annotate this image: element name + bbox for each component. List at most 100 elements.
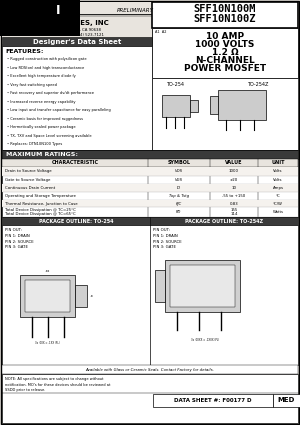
Text: • Ceramic basis for improved ruggedness: • Ceramic basis for improved ruggedness (7, 116, 83, 121)
Text: • Excellent high temperature diode fy: • Excellent high temperature diode fy (7, 74, 76, 78)
Text: 3x .0XX = .1XX (PL): 3x .0XX = .1XX (PL) (34, 341, 59, 345)
Text: Thermal Resistance, Junction to Case: Thermal Resistance, Junction to Case (5, 201, 78, 206)
Text: S: S (23, 6, 30, 15)
Bar (38, 6, 47, 15)
Text: PRELIMINARY: PRELIMINARY (116, 8, 154, 13)
Bar (155, 270, 165, 302)
Text: Designer's Data Sheet: Designer's Data Sheet (33, 39, 121, 45)
Text: °C: °C (276, 194, 280, 198)
Text: FEATURES:: FEATURES: (5, 49, 44, 54)
Bar (2, 374, 298, 423)
Text: Total Device Dissipation @ TC=65°C: Total Device Dissipation @ TC=65°C (5, 212, 76, 216)
Text: PIN OUT:
PIN 1: DRAIN
PIN 2: SOURCE
PIN 3: GATE: PIN OUT: PIN 1: DRAIN PIN 2: SOURCE PIN … (153, 228, 182, 249)
Text: Total Device Dissipation @ TC=25°C: Total Device Dissipation @ TC=25°C (5, 208, 76, 212)
Text: SFF10N100Z: SFF10N100Z (194, 14, 256, 24)
Text: PIN OUT:
PIN 1: DRAIN
PIN 2: SOURCE
PIN 3: GATE: PIN OUT: PIN 1: DRAIN PIN 2: SOURCE PIN … (5, 228, 34, 249)
Text: 3x .0XXX = .1XXX (PL): 3x .0XXX = .1XXX (PL) (191, 338, 219, 342)
Bar (165, 260, 240, 312)
Bar (2, 150, 298, 159)
Bar (190, 100, 198, 112)
Bar (2, 365, 298, 374)
Text: • Low input and transfer capacitance for easy paralleling: • Low input and transfer capacitance for… (7, 108, 111, 112)
Text: • Fast recovery and superior dv/dt performance: • Fast recovery and superior dv/dt perfo… (7, 91, 94, 95)
Text: I: I (57, 6, 60, 15)
Text: ID: ID (177, 186, 181, 190)
Text: D: D (38, 4, 48, 17)
Text: D: D (38, 6, 46, 15)
Text: MED: MED (277, 397, 295, 403)
Text: • Rugged construction with polysilicon gate: • Rugged construction with polysilicon g… (7, 57, 87, 61)
Text: S: S (7, 6, 14, 15)
Bar (273, 394, 300, 407)
Text: Drain to Source Voltage: Drain to Source Voltage (5, 169, 52, 173)
Text: TO-254: TO-254 (166, 82, 184, 87)
Text: • Hermetically sealed power package: • Hermetically sealed power package (7, 125, 76, 129)
Text: A1  A2: A1 A2 (155, 30, 166, 34)
Text: SOLID STATE DEVICES, INC: SOLID STATE DEVICES, INC (4, 20, 109, 26)
Text: TO-254Z: TO-254Z (247, 82, 269, 87)
Text: 1.2 Ω: 1.2 Ω (212, 48, 238, 57)
Bar (152, 2, 298, 28)
Bar (152, 28, 298, 78)
Text: Continuous Drain Current: Continuous Drain Current (5, 186, 55, 190)
Text: 0.83: 0.83 (230, 201, 238, 206)
Text: ±20: ±20 (230, 178, 238, 182)
Bar (170, 265, 235, 307)
Bar (52, 4, 65, 17)
Text: VDS: VDS (175, 169, 183, 173)
Text: 1000: 1000 (229, 169, 239, 173)
Text: 14848 Firestone Boulevard   La Mirada, CA 90638: 14848 Firestone Boulevard La Mirada, CA … (4, 28, 101, 32)
Text: Volts: Volts (273, 169, 283, 173)
Bar (75, 285, 87, 307)
Text: POWER MOSFET: POWER MOSFET (184, 63, 266, 73)
Text: DATA SHEET #: F00177 D: DATA SHEET #: F00177 D (174, 398, 252, 403)
Text: 10: 10 (232, 186, 236, 190)
Text: θJC: θJC (176, 201, 182, 206)
Text: PD: PD (176, 210, 182, 214)
Bar (4, 4, 17, 17)
Text: Phone: (714) 623-6362 (714)   Fax: (714) 523-7121: Phone: (714) 623-6362 (714) Fax: (714) 5… (4, 33, 104, 37)
Text: PACKAGE OUTLINE: TO-254Z: PACKAGE OUTLINE: TO-254Z (185, 218, 263, 224)
Text: S: S (22, 4, 31, 17)
Bar (2, 167, 298, 176)
Text: • TX, TXV and Space Level screening available: • TX, TXV and Space Level screening avai… (7, 133, 92, 138)
Bar (210, 96, 218, 114)
Text: N-CHANNEL: N-CHANNEL (195, 56, 255, 65)
Bar (2, 159, 298, 217)
Bar (2, 46, 152, 150)
Bar (218, 90, 266, 120)
Bar (2, 37, 152, 46)
Text: SYMBOL: SYMBOL (167, 161, 190, 165)
Bar (150, 217, 298, 225)
Text: PACKAGE OUTLINE: TO-254: PACKAGE OUTLINE: TO-254 (39, 218, 113, 224)
Bar (2, 159, 298, 167)
Bar (36, 4, 49, 17)
Text: S: S (6, 4, 15, 17)
Text: • Replaces: DTN10N100 Types: • Replaces: DTN10N100 Types (7, 142, 62, 146)
Text: .xxx: .xxx (44, 269, 50, 273)
Bar (153, 394, 273, 407)
Bar (2, 184, 298, 192)
Bar (20, 4, 33, 17)
Bar (22, 6, 31, 15)
Text: VALUE: VALUE (225, 161, 243, 165)
Text: UNIT: UNIT (271, 161, 285, 165)
Bar (2, 2, 152, 44)
Text: °C/W: °C/W (273, 201, 283, 206)
Text: I: I (56, 4, 61, 17)
Text: Volts: Volts (273, 178, 283, 182)
Text: • Low RDS(on) and high transconductance: • Low RDS(on) and high transconductance (7, 65, 84, 70)
Bar (152, 78, 298, 150)
Bar (25, 280, 70, 312)
Text: 114: 114 (230, 212, 238, 216)
Text: MAXIMUM RATINGS:: MAXIMUM RATINGS: (6, 152, 78, 157)
Bar (6, 6, 15, 15)
Text: Gate to Source Voltage: Gate to Source Voltage (5, 178, 50, 182)
Text: -55 to +150: -55 to +150 (222, 194, 246, 198)
Text: Watts: Watts (272, 210, 284, 214)
Text: CHARACTERISTIC: CHARACTERISTIC (52, 161, 98, 165)
Text: .xx: .xx (90, 294, 94, 298)
Text: 1000 VOLTS: 1000 VOLTS (195, 40, 255, 48)
Text: • Increased reverse energy capability: • Increased reverse energy capability (7, 99, 76, 104)
Bar (2, 225, 298, 365)
